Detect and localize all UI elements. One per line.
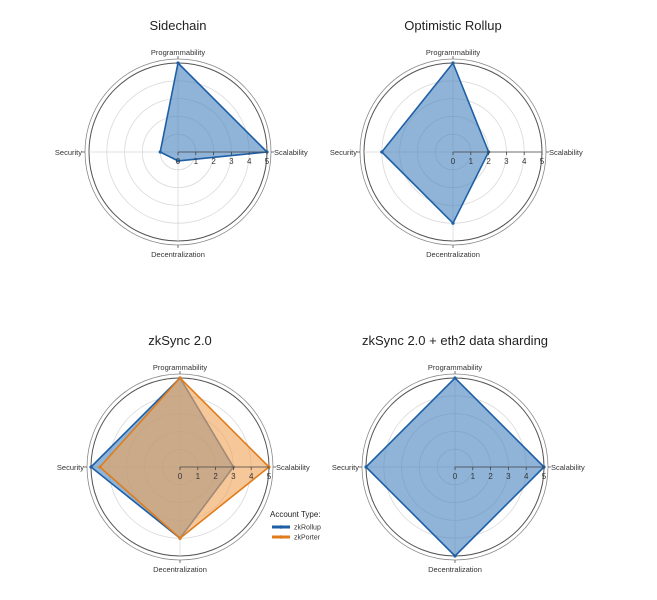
radial-tick-label: 0: [451, 157, 456, 166]
data-point: [176, 61, 180, 65]
axis-label-scalability: Scalability: [274, 148, 308, 157]
series-area-zkporter: [99, 377, 270, 540]
data-point: [451, 61, 455, 65]
data-point: [178, 376, 182, 380]
radial-tick-label: 2: [486, 157, 491, 166]
data-point: [176, 159, 180, 163]
legend-title: Account Type:: [270, 510, 321, 519]
data-point: [89, 465, 93, 469]
axis-label-security: Security: [332, 463, 359, 472]
radar-panel-1: Sidechain 0 1 2 3 4 5 Programmability Scalabilit…: [55, 18, 308, 259]
axis-label-decentralization: Decentralization: [153, 565, 207, 574]
legend-marker: [279, 535, 283, 539]
legend-item-zkrollup: zkRollup: [294, 525, 321, 532]
axis-label-decentralization: Decentralization: [428, 565, 482, 574]
radial-tick-label: 2: [488, 472, 493, 481]
radial-tick-label: 2: [211, 157, 216, 166]
radar-panel-3: zkSync 2.0 0 1 2 3 4 5 Programmability Scalabili…: [57, 333, 321, 574]
data-point: [380, 150, 384, 154]
radial-tick-label: 4: [249, 472, 254, 481]
legend: Account Type: zkRollup zkPorter: [270, 510, 321, 542]
data-point: [158, 150, 162, 154]
radial-tick-label: 5: [267, 472, 272, 481]
radial-tick-label: 0: [176, 157, 181, 166]
data-point: [98, 465, 102, 469]
radial-tick-label: 1: [196, 472, 201, 481]
radar-panel-4: zkSync 2.0 + eth2 data sharding 0 1 2 3 4 5 Pro…: [332, 333, 585, 574]
radial-tick-label: 0: [178, 472, 183, 481]
axis-label-programmability: Programmability: [426, 48, 480, 57]
radial-tick-label: 3: [229, 157, 234, 166]
radial-tick-label: 4: [522, 157, 527, 166]
data-point: [451, 221, 455, 225]
radial-tick-label: 5: [542, 472, 547, 481]
axis-label-security: Security: [57, 463, 84, 472]
radial-tick-label: 3: [506, 472, 511, 481]
series-area-series: [380, 62, 490, 224]
radial-tick-label: 0: [453, 472, 458, 481]
panel-title: zkSync 2.0: [148, 333, 212, 348]
radial-tick-label: 1: [471, 472, 476, 481]
axis-label-programmability: Programmability: [151, 48, 205, 57]
radial-tick-label: 1: [194, 157, 199, 166]
panel-title: Sidechain: [149, 18, 206, 33]
radial-tick-label: 5: [540, 157, 545, 166]
axis-label-security: Security: [330, 148, 357, 157]
panel-title: zkSync 2.0 + eth2 data sharding: [362, 333, 548, 348]
axis-label-security: Security: [55, 148, 82, 157]
panel-title: Optimistic Rollup: [404, 18, 502, 33]
axis-label-decentralization: Decentralization: [151, 250, 205, 259]
axis-label-scalability: Scalability: [549, 148, 583, 157]
radar-panel-2: Optimistic Rollup 0 1 2 3 4 5 Programmability Sc…: [330, 18, 583, 259]
axis-label-programmability: Programmability: [153, 363, 207, 372]
axis-label-programmability: Programmability: [428, 363, 482, 372]
axis-label-scalability: Scalability: [551, 463, 585, 472]
series-area-series: [159, 62, 268, 162]
legend-item-zkporter: zkPorter: [294, 535, 321, 542]
radial-tick-label: 2: [213, 472, 218, 481]
radial-tick-label: 3: [504, 157, 509, 166]
radial-tick-label: 4: [524, 472, 529, 481]
radial-tick-label: 4: [247, 157, 252, 166]
data-point: [178, 536, 182, 540]
data-point: [453, 554, 457, 558]
data-point: [364, 465, 368, 469]
radial-tick-label: 3: [231, 472, 236, 481]
legend-marker: [279, 525, 283, 529]
axis-label-decentralization: Decentralization: [426, 250, 480, 259]
axis-label-scalability: Scalability: [276, 463, 310, 472]
radial-tick-label: 1: [469, 157, 474, 166]
data-point: [453, 376, 457, 380]
radial-tick-label: 5: [265, 157, 270, 166]
